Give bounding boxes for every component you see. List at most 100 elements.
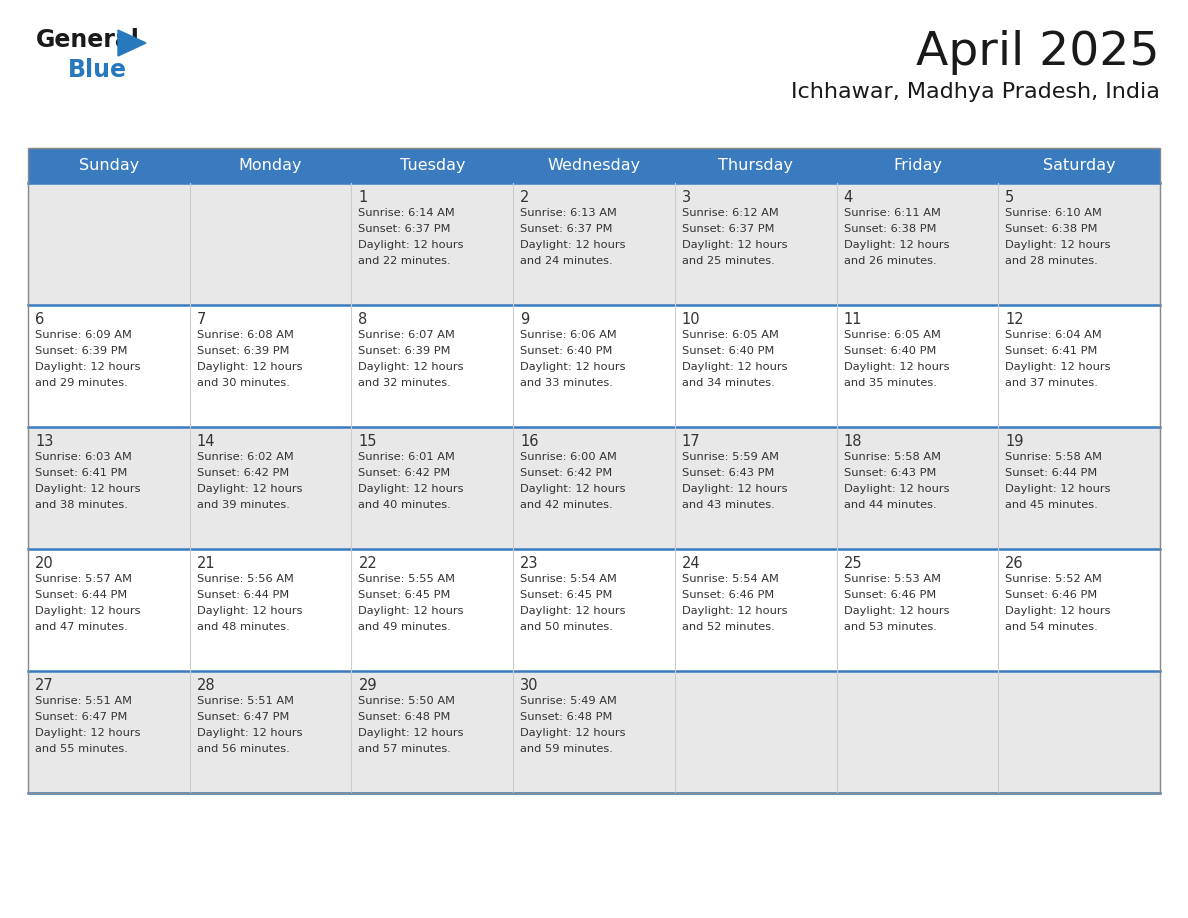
Text: 5: 5 [1005,190,1015,205]
Text: and 42 minutes.: and 42 minutes. [520,500,613,510]
Text: and 35 minutes.: and 35 minutes. [843,378,936,388]
Text: Sunrise: 5:56 AM: Sunrise: 5:56 AM [197,574,293,584]
Text: and 43 minutes.: and 43 minutes. [682,500,775,510]
Text: Sunset: 6:42 PM: Sunset: 6:42 PM [359,468,450,478]
Text: Sunrise: 6:05 AM: Sunrise: 6:05 AM [843,330,941,340]
Text: and 47 minutes.: and 47 minutes. [34,622,128,632]
Text: and 59 minutes.: and 59 minutes. [520,744,613,754]
Polygon shape [118,30,146,56]
Text: and 38 minutes.: and 38 minutes. [34,500,128,510]
Text: 11: 11 [843,312,862,327]
Text: Sunset: 6:38 PM: Sunset: 6:38 PM [843,224,936,234]
Text: Daylight: 12 hours: Daylight: 12 hours [197,362,302,372]
Text: Sunset: 6:40 PM: Sunset: 6:40 PM [682,346,775,356]
Text: 19: 19 [1005,434,1024,449]
Text: Daylight: 12 hours: Daylight: 12 hours [1005,362,1111,372]
Text: Daylight: 12 hours: Daylight: 12 hours [520,484,626,494]
Text: Sunset: 6:47 PM: Sunset: 6:47 PM [197,712,289,722]
Text: Daylight: 12 hours: Daylight: 12 hours [682,240,788,250]
Text: and 33 minutes.: and 33 minutes. [520,378,613,388]
Text: Sunset: 6:45 PM: Sunset: 6:45 PM [359,590,450,600]
Text: 24: 24 [682,556,701,571]
Text: Daylight: 12 hours: Daylight: 12 hours [520,362,626,372]
Bar [29,305,1159,427]
Text: Sunrise: 6:08 AM: Sunrise: 6:08 AM [197,330,293,340]
Text: Daylight: 12 hours: Daylight: 12 hours [34,484,140,494]
Text: Sunrise: 6:01 AM: Sunrise: 6:01 AM [359,452,455,462]
Text: 20: 20 [34,556,53,571]
Text: and 56 minutes.: and 56 minutes. [197,744,290,754]
Text: Sunset: 6:47 PM: Sunset: 6:47 PM [34,712,127,722]
Text: Sunset: 6:42 PM: Sunset: 6:42 PM [197,468,289,478]
Text: and 55 minutes.: and 55 minutes. [34,744,128,754]
Text: 28: 28 [197,678,215,693]
Text: 7: 7 [197,312,206,327]
Text: Daylight: 12 hours: Daylight: 12 hours [359,606,465,616]
Text: 26: 26 [1005,556,1024,571]
Text: Daylight: 12 hours: Daylight: 12 hours [520,728,626,738]
Text: Saturday: Saturday [1043,158,1116,173]
Text: and 26 minutes.: and 26 minutes. [843,256,936,266]
Text: Sunset: 6:38 PM: Sunset: 6:38 PM [1005,224,1098,234]
Text: and 52 minutes.: and 52 minutes. [682,622,775,632]
Text: and 40 minutes.: and 40 minutes. [359,500,451,510]
Text: 21: 21 [197,556,215,571]
Text: Thursday: Thursday [719,158,794,173]
Text: Sunset: 6:43 PM: Sunset: 6:43 PM [843,468,936,478]
Text: 12: 12 [1005,312,1024,327]
Bar [29,148,1159,793]
Text: Sunset: 6:44 PM: Sunset: 6:44 PM [197,590,289,600]
Text: Sunrise: 6:11 AM: Sunrise: 6:11 AM [843,208,941,218]
Text: Daylight: 12 hours: Daylight: 12 hours [843,606,949,616]
Text: Daylight: 12 hours: Daylight: 12 hours [520,606,626,616]
Text: Daylight: 12 hours: Daylight: 12 hours [197,484,302,494]
Text: 25: 25 [843,556,862,571]
Text: 23: 23 [520,556,538,571]
Text: 18: 18 [843,434,862,449]
Text: Daylight: 12 hours: Daylight: 12 hours [682,484,788,494]
Text: Sunrise: 5:54 AM: Sunrise: 5:54 AM [520,574,617,584]
Text: Sunrise: 6:06 AM: Sunrise: 6:06 AM [520,330,617,340]
Text: Friday: Friday [893,158,942,173]
Text: Sunset: 6:46 PM: Sunset: 6:46 PM [682,590,775,600]
Text: Sunrise: 6:07 AM: Sunrise: 6:07 AM [359,330,455,340]
Text: 8: 8 [359,312,367,327]
Text: Daylight: 12 hours: Daylight: 12 hours [843,362,949,372]
Text: Sunday: Sunday [78,158,139,173]
Text: and 50 minutes.: and 50 minutes. [520,622,613,632]
Text: and 28 minutes.: and 28 minutes. [1005,256,1098,266]
Text: Daylight: 12 hours: Daylight: 12 hours [34,728,140,738]
Text: Daylight: 12 hours: Daylight: 12 hours [359,240,465,250]
Text: Sunrise: 6:05 AM: Sunrise: 6:05 AM [682,330,778,340]
Text: 16: 16 [520,434,538,449]
Text: Sunset: 6:45 PM: Sunset: 6:45 PM [520,590,613,600]
Text: Sunset: 6:48 PM: Sunset: 6:48 PM [520,712,613,722]
Text: Sunrise: 6:12 AM: Sunrise: 6:12 AM [682,208,778,218]
Text: and 24 minutes.: and 24 minutes. [520,256,613,266]
Text: Sunset: 6:42 PM: Sunset: 6:42 PM [520,468,612,478]
Text: Sunrise: 5:51 AM: Sunrise: 5:51 AM [197,696,293,706]
Text: Wednesday: Wednesday [548,158,640,173]
Text: Sunrise: 6:10 AM: Sunrise: 6:10 AM [1005,208,1102,218]
Text: Sunrise: 5:53 AM: Sunrise: 5:53 AM [843,574,941,584]
Text: 2: 2 [520,190,530,205]
Text: and 34 minutes.: and 34 minutes. [682,378,775,388]
Text: 10: 10 [682,312,701,327]
Text: and 49 minutes.: and 49 minutes. [359,622,451,632]
Text: Sunset: 6:44 PM: Sunset: 6:44 PM [1005,468,1098,478]
Text: Blue: Blue [68,58,127,82]
Text: Sunset: 6:39 PM: Sunset: 6:39 PM [197,346,289,356]
Text: Daylight: 12 hours: Daylight: 12 hours [197,728,302,738]
Text: Sunset: 6:48 PM: Sunset: 6:48 PM [359,712,450,722]
Text: Daylight: 12 hours: Daylight: 12 hours [359,728,465,738]
Text: Sunset: 6:37 PM: Sunset: 6:37 PM [520,224,613,234]
Text: 14: 14 [197,434,215,449]
Text: 17: 17 [682,434,701,449]
Text: Sunrise: 5:59 AM: Sunrise: 5:59 AM [682,452,779,462]
Text: Sunset: 6:40 PM: Sunset: 6:40 PM [520,346,613,356]
Bar [29,671,1159,793]
Text: Ichhawar, Madhya Pradesh, India: Ichhawar, Madhya Pradesh, India [791,82,1159,102]
Text: Sunset: 6:41 PM: Sunset: 6:41 PM [1005,346,1098,356]
Text: Daylight: 12 hours: Daylight: 12 hours [1005,606,1111,616]
Text: Daylight: 12 hours: Daylight: 12 hours [1005,240,1111,250]
